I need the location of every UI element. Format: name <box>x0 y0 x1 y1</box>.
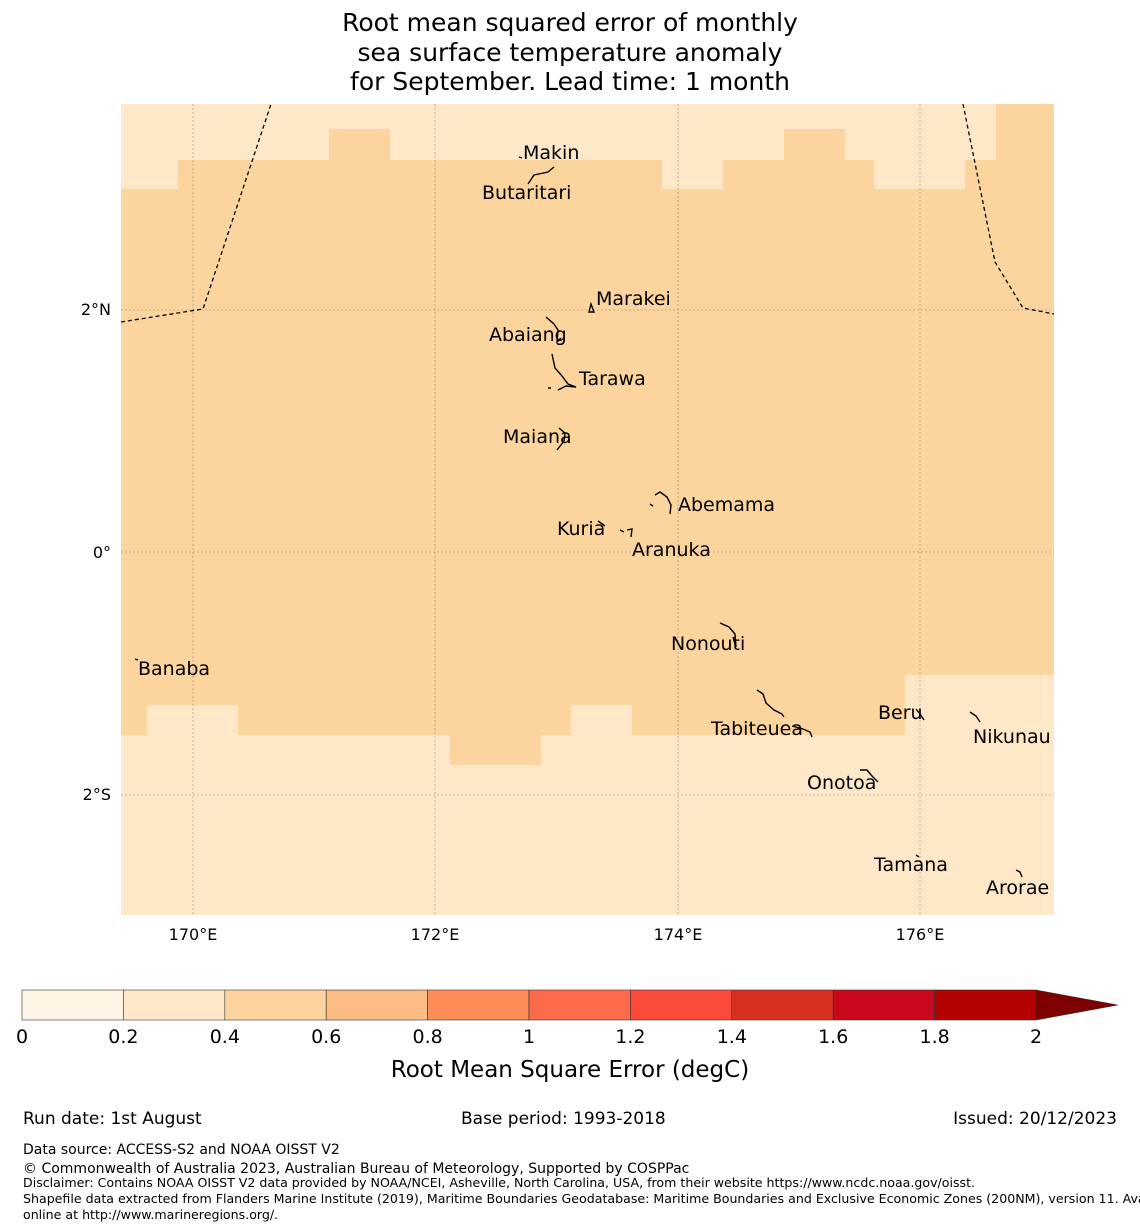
colorbar-segment <box>630 989 733 1021</box>
place-label: Abaiang <box>489 324 567 346</box>
colorbar-segment <box>123 989 226 1021</box>
colorbar-tick-label: 0.6 <box>311 1026 341 1048</box>
colorbar-segment <box>832 989 935 1021</box>
map-figure: Makin Butaritari Marakei Abaiang Tarawa … <box>16 103 1119 1083</box>
place-label: Tamana <box>873 854 948 876</box>
lon-tick-label: 176°E <box>896 925 945 944</box>
lon-tick-label: 170°E <box>169 925 218 944</box>
place-label: Nonouti <box>671 633 745 655</box>
place-label: Onotoa <box>807 772 876 794</box>
disclaimer-line-2: Shapefile data extracted from Flanders M… <box>23 1191 1140 1206</box>
place-label: Tarawa <box>578 368 646 390</box>
lat-tick-label: 0° <box>93 543 111 562</box>
disclaimer-line-3: online at http://www.marineregions.org/. <box>23 1207 279 1222</box>
colorbar-tick-label: 0.2 <box>108 1026 138 1048</box>
place-label: Butaritari <box>482 182 571 204</box>
place-label: Makin <box>523 142 579 164</box>
map-title: Root mean squared error of monthly sea s… <box>0 8 1140 97</box>
rmse-field-light-north <box>121 104 1054 189</box>
place-labels: Makin Butaritari Marakei Abaiang Tarawa … <box>138 142 1051 899</box>
place-label: Marakei <box>596 288 671 310</box>
lat-tick-label: 2°S <box>83 785 111 804</box>
colorbar-tick-label: 1.8 <box>919 1026 949 1048</box>
latitude-ticks: 2°N 0° 2°S <box>81 300 111 804</box>
run-date: Run date: 1st August <box>23 1109 202 1129</box>
colorbar-tick-label: 1.4 <box>717 1026 747 1048</box>
place-label: Aranuka <box>632 539 711 561</box>
place-label: Kuria <box>557 518 605 540</box>
colorbar-segment <box>427 989 530 1021</box>
colorbar-tick-label: 2 <box>1030 1026 1042 1048</box>
eez-boundary <box>120 103 1055 323</box>
issued-date: Issued: 20/12/2023 <box>953 1109 1117 1129</box>
place-label: Beru <box>878 702 923 724</box>
colorbar-segment <box>325 989 428 1021</box>
lon-tick-label: 172°E <box>411 925 460 944</box>
place-label: Maiana <box>503 426 572 448</box>
graticule <box>121 104 1054 915</box>
title-line-3: for September. Lead time: 1 month <box>350 67 790 96</box>
place-label: Arorae <box>986 877 1049 899</box>
place-label: Abemama <box>678 494 775 516</box>
colorbar-segment <box>934 989 1037 1021</box>
colorbar-segment <box>224 989 327 1021</box>
rmse-field-light-south <box>121 675 1054 915</box>
copyright: © Commonwealth of Australia 2023, Austra… <box>23 1161 690 1177</box>
colorbar: 0 0.2 0.4 0.6 0.8 1 1.2 1.4 1.6 1.8 2 <box>16 989 1119 1048</box>
lon-tick-label: 174°E <box>654 925 703 944</box>
base-period: Base period: 1993-2018 <box>461 1109 666 1129</box>
title-line-1: Root mean squared error of monthly <box>342 8 798 37</box>
place-label: Tabiteuea <box>710 718 803 740</box>
place-label: Banaba <box>138 658 210 680</box>
colorbar-segment <box>731 989 834 1021</box>
disclaimer-line-1: Disclaimer: Contains NOAA OISST V2 data … <box>23 1175 976 1190</box>
colorbar-tick-label: 1.6 <box>818 1026 848 1048</box>
lat-tick-label: 2°N <box>81 300 111 319</box>
colorbar-tick-label: 0 <box>16 1026 28 1048</box>
title-line-2: sea surface temperature anomaly <box>357 37 783 67</box>
colorbar-tick-label: 0.4 <box>210 1026 240 1048</box>
colorbar-extend-arrow <box>1035 989 1119 1021</box>
longitude-ticks: 170°E 172°E 174°E 176°E <box>169 925 945 944</box>
colorbar-label: Root Mean Square Error (degC) <box>391 1057 749 1083</box>
colorbar-tick-label: 0.8 <box>412 1026 442 1048</box>
colorbar-tick-label: 1.2 <box>615 1026 645 1048</box>
colorbar-segment <box>528 989 631 1021</box>
data-source: Data source: ACCESS-S2 and NOAA OISST V2 <box>23 1142 340 1158</box>
colorbar-segment <box>21 989 124 1021</box>
island-outlines <box>134 156 1023 878</box>
place-label: Nikunau <box>973 726 1051 748</box>
colorbar-tick-label: 1 <box>523 1026 535 1048</box>
